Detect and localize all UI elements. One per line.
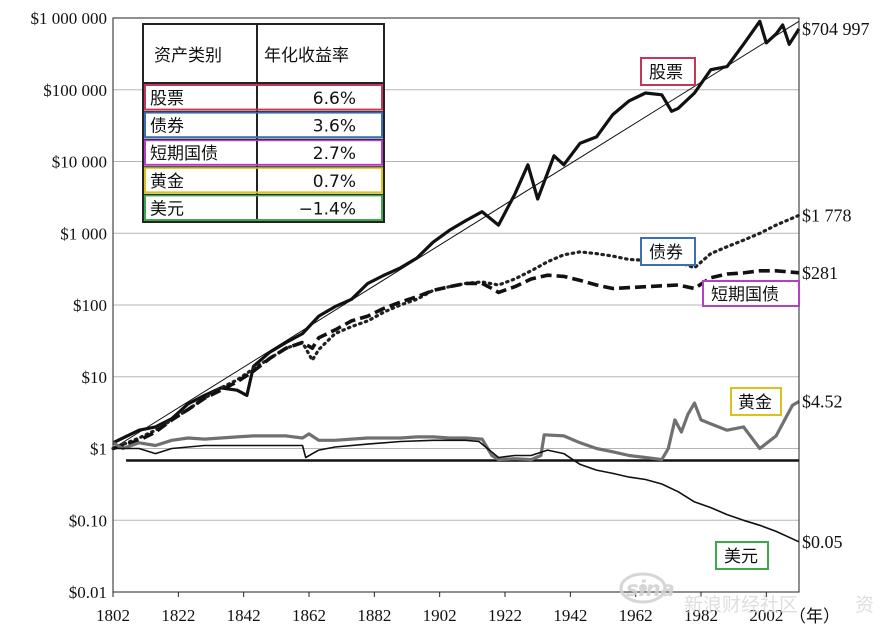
y-axis-ticks: $1 000 000 $100 000 $10 000 $1 000 $100 $10 $1… xyxy=(31,9,108,602)
x-tick-label: 1842 xyxy=(227,606,261,625)
y-tick-label: $0.10 xyxy=(69,511,107,530)
x-tick-label: 1902 xyxy=(423,606,457,625)
y-tick-label: $0.01 xyxy=(69,583,107,602)
table-header-asset: 资产类别 xyxy=(154,46,222,66)
label-gold-box xyxy=(730,387,782,416)
x-tick-label: 1982 xyxy=(684,606,718,625)
x-tick-label: 1882 xyxy=(357,606,391,625)
x-tick-label: 2002 xyxy=(749,606,783,625)
table-cell-rate: 6.6% xyxy=(313,89,356,109)
watermark-text: 新浪财经社区 xyxy=(684,594,798,616)
label-bills: 短期国债 xyxy=(702,280,800,307)
label-gold-text: 黄金 xyxy=(738,393,772,413)
label-bills-text: 短期国债 xyxy=(711,285,779,305)
sina-logo-icon: sina xyxy=(619,572,675,604)
table-row-highlight xyxy=(144,166,383,194)
label-dollar: 美元 xyxy=(715,541,769,570)
label-stocks-box xyxy=(640,57,696,86)
table-cell-rate: 0.7% xyxy=(313,172,356,192)
y-tick-label: $1 000 xyxy=(60,224,107,243)
y-tick-label: $10 xyxy=(82,368,108,387)
x-tick-label: 1942 xyxy=(553,606,587,625)
table-row-highlight xyxy=(144,139,383,166)
table-cell-rate: 2.7% xyxy=(313,144,356,164)
table-cell-rate: 3.6% xyxy=(313,117,356,137)
series-label-boxes: 股票 债券 短期国债 黄金 美元 xyxy=(640,57,800,570)
x-tick-label: 1962 xyxy=(619,606,653,625)
label-stocks-text: 股票 xyxy=(649,63,683,83)
label-bonds: 债券 xyxy=(640,237,696,266)
watermark-mark: 资 xyxy=(855,594,874,616)
x-tick-label: 1822 xyxy=(161,606,195,625)
end-value-gold: $4.52 xyxy=(802,391,843,411)
table-cell-asset: 美元 xyxy=(150,199,184,219)
reference-lines xyxy=(112,20,800,462)
y-tick-label: $1 000 000 xyxy=(31,9,108,28)
y-tick-label: $100 000 xyxy=(43,81,107,100)
table-header-rate: 年化收益率 xyxy=(264,46,349,66)
series-line-bills xyxy=(112,269,800,451)
label-dollar-text: 美元 xyxy=(724,547,758,567)
label-stocks: 股票 xyxy=(640,57,696,86)
series-line-stocks xyxy=(112,19,801,445)
label-bills-box xyxy=(702,280,800,307)
table-rows: 股票 6.6% 债券 3.6% 短期国债 2.7% 黄金 0.7% 美元 −1.4% xyxy=(143,84,384,221)
x-tick-label: 1802 xyxy=(96,606,130,625)
label-gold: 黄金 xyxy=(730,387,782,416)
x-tick-label: 1922 xyxy=(488,606,522,625)
table-cell-asset: 债券 xyxy=(150,117,184,137)
sina-watermark: sina 新浪财经社区 资 xyxy=(619,572,874,616)
series-line-dollar xyxy=(113,439,800,543)
series-end-values: $704 997 $1 778 $281 $4.52 $0.05 xyxy=(802,19,870,552)
y-tick-label: $100 xyxy=(73,296,107,315)
x-axis-ticks: 1802 1822 1842 1862 1882 1902 1922 1942 1962 1982… xyxy=(96,592,783,625)
table-row-highlight xyxy=(144,194,383,221)
end-value-bonds: $1 778 xyxy=(802,205,852,225)
y-tick-label: $1 xyxy=(90,440,107,459)
x-axis-unit: （年） xyxy=(789,607,840,626)
y-tick-label: $10 000 xyxy=(52,153,107,172)
table-cell-asset: 短期国债 xyxy=(150,144,218,164)
table-cell-asset: 股票 xyxy=(150,89,184,109)
table-row-highlight xyxy=(144,84,383,111)
x-tick-label: 1862 xyxy=(292,606,326,625)
end-value-bills: $281 xyxy=(802,263,838,283)
returns-table: 资产类别 年化收益率 股票 6.6% 债券 3.6% 短期国债 2.7% 黄金 0.7% 美元 −… xyxy=(142,23,385,223)
svg-text:sina: sina xyxy=(626,577,675,601)
series-line-gold xyxy=(112,400,800,462)
end-value-stocks: $704 997 xyxy=(802,19,870,39)
end-value-dollar: $0.05 xyxy=(802,532,843,552)
label-bonds-text: 债券 xyxy=(649,243,683,263)
label-dollar-box xyxy=(715,541,769,570)
trend-line xyxy=(112,20,800,449)
table-cell-asset: 黄金 xyxy=(150,172,184,192)
table-cell-rate: −1.4% xyxy=(299,199,356,219)
table-frame xyxy=(142,23,385,223)
table-row-highlight xyxy=(144,111,383,139)
label-bonds-box xyxy=(640,237,696,266)
